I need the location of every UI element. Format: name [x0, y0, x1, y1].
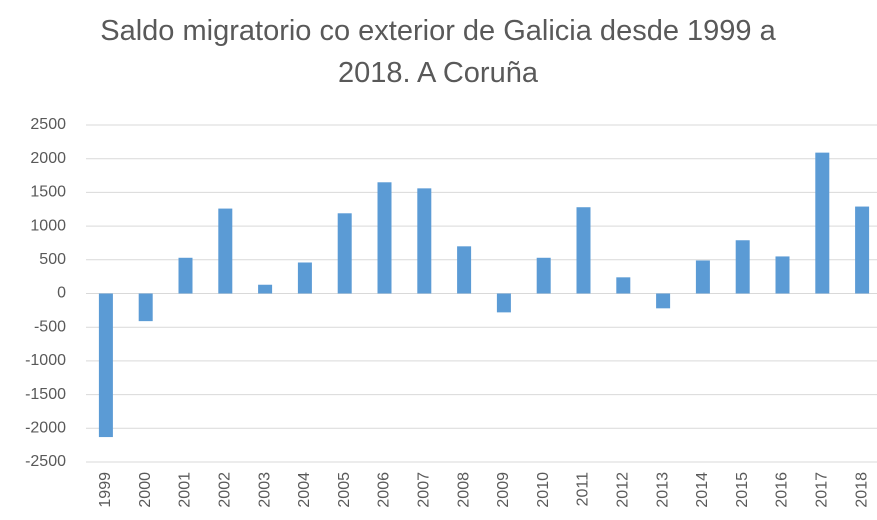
x-tick-label: 2007 [416, 472, 433, 508]
bar [735, 240, 750, 294]
bar [377, 182, 392, 294]
y-tick-label: -500 [34, 318, 66, 335]
y-tick-label: 1000 [30, 217, 66, 234]
bar [138, 293, 153, 322]
x-tick-label: 1999 [97, 472, 114, 508]
bar [218, 208, 233, 294]
bar [775, 256, 790, 294]
x-tick-label: 2011 [575, 472, 592, 507]
bar [855, 206, 870, 294]
y-tick-label: -2000 [25, 420, 66, 437]
x-tick-label: 2002 [217, 472, 234, 508]
x-tick-label: 2014 [694, 472, 711, 508]
x-tick-label: 2003 [256, 472, 273, 508]
x-tick-label: 2013 [654, 472, 671, 508]
x-tick-label: 2001 [177, 472, 194, 508]
x-tick-label: 2015 [734, 472, 751, 508]
y-tick-label: -1500 [25, 386, 66, 403]
y-tick-label: -2500 [25, 453, 66, 470]
bar [337, 213, 352, 294]
y-tick-label: 2500 [30, 116, 66, 133]
y-tick-label: 500 [39, 251, 66, 268]
x-tick-label: 2017 [814, 472, 831, 508]
y-tick-label: -1000 [25, 352, 66, 369]
y-tick-label: 0 [57, 285, 66, 302]
bar [815, 152, 830, 294]
bar [297, 262, 312, 294]
bar [616, 277, 631, 294]
bar [258, 284, 273, 294]
x-tick-label: 2012 [615, 472, 632, 508]
bar [536, 257, 551, 294]
x-tick-label: 2009 [495, 472, 512, 508]
bar [496, 293, 511, 313]
bar [457, 246, 472, 294]
y-tick-label: 1500 [30, 184, 66, 201]
bar [417, 188, 432, 294]
x-tick-label: 2010 [535, 472, 552, 508]
bar [576, 207, 591, 294]
x-tick-label: 2016 [774, 472, 791, 508]
bar [656, 293, 671, 309]
bar [98, 293, 113, 438]
x-tick-label: 2004 [296, 472, 313, 508]
bar [695, 260, 710, 294]
y-tick-label: 2000 [30, 150, 66, 167]
x-tick-label: 2000 [137, 472, 154, 508]
chart-title: Saldo migratorio co exterior de Galicia … [100, 15, 776, 89]
x-tick-label: 2018 [853, 472, 870, 508]
bar [178, 257, 193, 294]
x-tick-label: 2006 [376, 472, 393, 508]
x-tick-label: 2008 [455, 472, 472, 508]
x-tick-label: 2005 [336, 472, 353, 508]
